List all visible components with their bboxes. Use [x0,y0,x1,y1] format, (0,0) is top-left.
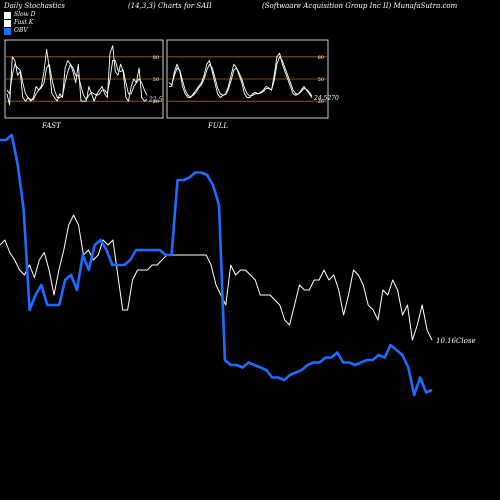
legend-item-slow-d: Slow D [4,11,36,19]
main-series-obv [0,133,433,397]
legend-swatch-slow-d [4,11,11,19]
panel-1-tick-label-0: 80 [318,55,324,61]
panel-1-tick-label-1: 50 [318,77,324,83]
panel-1-series-fast-k [169,52,313,99]
legend-item-fast-k: Fast K [4,19,36,27]
panel-0-tick-label-1: 50 [153,77,159,83]
panel-0-tick-label-2: 20 [153,99,159,105]
panel-0-name-label: FAST [41,122,62,130]
legend-swatch-obv [4,27,11,35]
legend-item-obv: OBV [4,27,36,35]
panel-0-series-slow-d [6,60,148,101]
legend-label-obv: OBV [14,27,28,34]
panel-1-series-slow-d [168,56,313,98]
chart-title-left: Daily Stochastics [4,2,66,10]
panel-0-series-fast-k [6,45,148,106]
main-series-slow-d [0,214,433,341]
panel-1-last-value: 24.5270 [313,95,339,102]
panel-1-name-label: FULL [207,122,228,130]
chart-title-center: (14,3,3) Charts for SAII [128,2,212,10]
panel-0-tick-label-0: 80 [153,55,159,61]
legend-swatch-fast-k [4,19,11,27]
legend-label-slow-d: Slow D [14,11,36,18]
panel-0-last-value: 22.5 [148,96,163,103]
main-last-close-label: 10.16Close [436,337,476,345]
legend-label-fast-k: Fast K [14,19,34,26]
chart-title-right: (Softwaare Acquisition Group Inc II) Mun… [262,2,458,10]
legend: Slow D Fast K OBV [4,11,36,35]
panel-1-tick-label-2: 20 [318,99,324,105]
